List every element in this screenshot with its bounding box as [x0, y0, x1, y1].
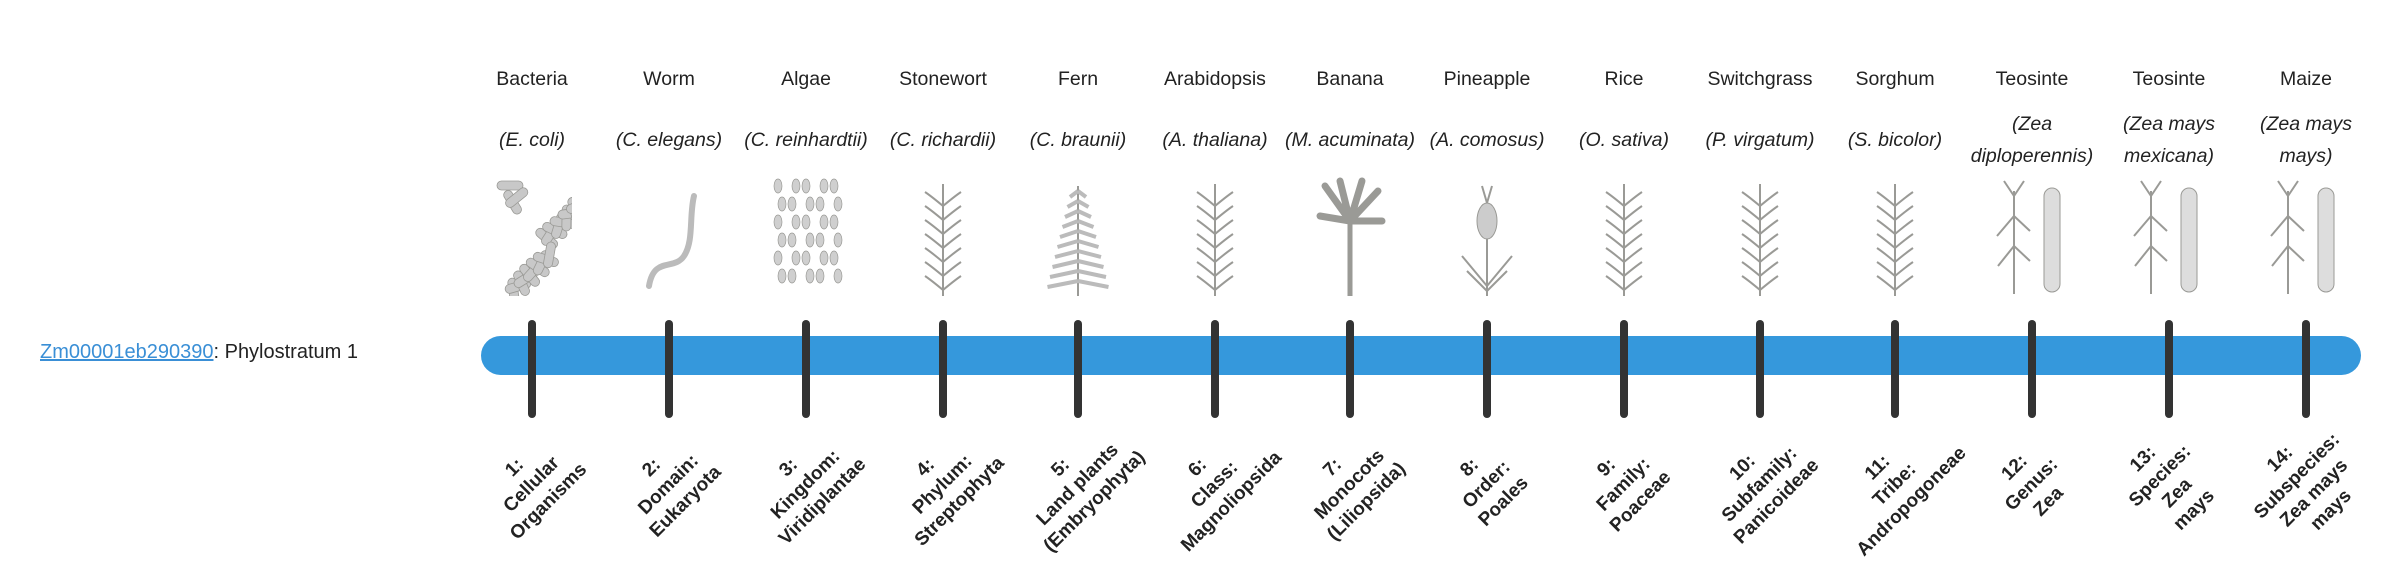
- organism-scientific-name: (C. elegans): [603, 108, 735, 172]
- organism-scientific-name: (E. coli): [466, 108, 598, 172]
- phylostratum-text: : Phylostratum 1: [213, 341, 358, 363]
- scientific-name-text: O. sativa: [1585, 129, 1663, 151]
- stratum-tick: [1483, 320, 1491, 418]
- pineapple-illustration-icon: [1461, 185, 1513, 296]
- organism-scientific-name: (C. braunii): [1012, 108, 1144, 172]
- stratum-tick: [939, 320, 947, 418]
- organism-scientific-name: (P. virgatum): [1694, 108, 1826, 172]
- teosinte-mexicana-illustration-icon: [2133, 180, 2198, 294]
- organism-common-name: Teosinte: [2132, 68, 2206, 90]
- organism-common-name: Sorghum: [1855, 68, 1935, 90]
- scientific-name-text: E. coli: [505, 129, 559, 151]
- organism-common-name: Pineapple: [1443, 68, 1531, 90]
- organism-common-name: Teosinte: [1995, 68, 2069, 90]
- organism-common-name: Switchgrass: [1707, 68, 1813, 90]
- organism-scientific-name: (Zea diploperennis): [1966, 108, 2098, 172]
- scientific-name-block: (C. richardii): [889, 129, 997, 151]
- fern-illustration-icon: [1047, 186, 1109, 296]
- organism-scientific-name: (Zea mays mexicana): [2103, 108, 2235, 172]
- organism-scientific-name: (S. bicolor): [1829, 108, 1961, 172]
- organism-common-name: Maize: [2279, 68, 2333, 90]
- organism-common-name: Stonewort: [899, 68, 987, 90]
- scientific-name-block: (Zea diploperennis): [1970, 113, 2094, 167]
- organism-common-name: Algae: [781, 68, 831, 90]
- stratum-tick: [2028, 320, 2036, 418]
- scientific-name-block: (C. braunii): [1029, 129, 1127, 151]
- scientific-name-block: (Zea mays mays): [2259, 113, 2353, 167]
- stratum-tick: [1346, 320, 1354, 418]
- scientific-name-text: P. virgatum: [1711, 129, 1809, 151]
- scientific-name-text: Zea mays mays: [2266, 113, 2353, 167]
- scientific-name-block: (S. bicolor): [1847, 129, 1943, 151]
- organism-common-name: Worm: [643, 68, 695, 90]
- stratum-tick: [802, 320, 810, 418]
- scientific-name-text: C. richardii: [896, 129, 990, 151]
- organism-common-name: Fern: [1057, 68, 1099, 90]
- stratum-tick: [2165, 320, 2173, 418]
- scientific-name-block: (C. elegans): [615, 129, 723, 151]
- teosinte-illustration-icon: [1996, 180, 2061, 294]
- stratum-tick: [1756, 320, 1764, 418]
- stratum-tick: [2302, 320, 2310, 418]
- organism-common-name: Bacteria: [496, 68, 568, 90]
- scientific-name-text: A. comosus: [1436, 129, 1538, 151]
- worm-illustration-icon: [646, 193, 697, 289]
- stonewort-illustration-icon: [924, 184, 962, 296]
- organism-scientific-name: (A. thaliana): [1149, 108, 1281, 172]
- arabidopsis-illustration-icon: [1196, 184, 1234, 296]
- organism-common-name: Rice: [1604, 68, 1644, 90]
- gene-phylostratum-label: Zm00001eb290390: Phylostratum 1: [40, 341, 358, 364]
- stratum-label: 14: Subspecies: Zea mays mays: [2214, 393, 2398, 577]
- scientific-name-block: (Zea mays mexicana): [2122, 113, 2216, 167]
- scientific-name-block: (A. thaliana): [1162, 129, 1268, 151]
- scientific-name-block: (C. reinhardtii): [744, 129, 868, 151]
- scientific-name-text: Zea diploperennis: [1970, 113, 2087, 167]
- stratum-tick: [528, 320, 536, 418]
- scientific-name-block: (P. virgatum): [1705, 129, 1815, 151]
- scientific-name-text: C. elegans: [622, 129, 716, 151]
- organism-scientific-name: (C. richardii): [877, 108, 1009, 172]
- scientific-name-text: Zea mays mexicana: [2124, 113, 2216, 167]
- stratum-tick: [665, 320, 673, 418]
- stratum-tick: [1891, 320, 1899, 418]
- stratum-tick: [1620, 320, 1628, 418]
- phylostratum-timeline-bar: [481, 336, 2361, 375]
- maize-illustration-icon: [2270, 180, 2335, 294]
- gene-id-link[interactable]: Zm00001eb290390: [40, 341, 214, 363]
- banana-illustration-icon: [1316, 177, 1386, 296]
- stratum-tick: [1074, 320, 1082, 418]
- organism-common-name: Arabidopsis: [1164, 68, 1266, 90]
- scientific-name-block: (O. sativa): [1579, 129, 1669, 151]
- organism-scientific-name: (Zea mays mays): [2240, 108, 2372, 172]
- organism-scientific-name: (A. comosus): [1421, 108, 1553, 172]
- rice-illustration-icon: [1605, 184, 1643, 296]
- scientific-name-text: C. braunii: [1036, 129, 1120, 151]
- scientific-name-text: C. reinhardtii: [750, 129, 862, 151]
- algae-illustration-icon: [773, 178, 843, 284]
- scientific-name-block: (E. coli): [498, 129, 566, 151]
- scientific-name-block: (A. comosus): [1429, 129, 1545, 151]
- switchgrass-illustration-icon: [1741, 184, 1779, 296]
- organism-scientific-name: (C. reinhardtii): [740, 108, 872, 172]
- organism-scientific-name: (O. sativa): [1558, 108, 1690, 172]
- scientific-name-text: A. thaliana: [1168, 129, 1262, 151]
- bacteria-illustration-icon: [496, 180, 572, 296]
- stratum-tick: [1211, 320, 1219, 418]
- scientific-name-block: (M. acuminata): [1284, 129, 1416, 151]
- organism-scientific-name: (M. acuminata): [1284, 108, 1416, 172]
- scientific-name-text: S. bicolor: [1854, 129, 1936, 151]
- sorghum-illustration-icon: [1876, 184, 1914, 296]
- organism-common-name: Banana: [1316, 68, 1384, 90]
- scientific-name-text: M. acuminata: [1291, 129, 1409, 151]
